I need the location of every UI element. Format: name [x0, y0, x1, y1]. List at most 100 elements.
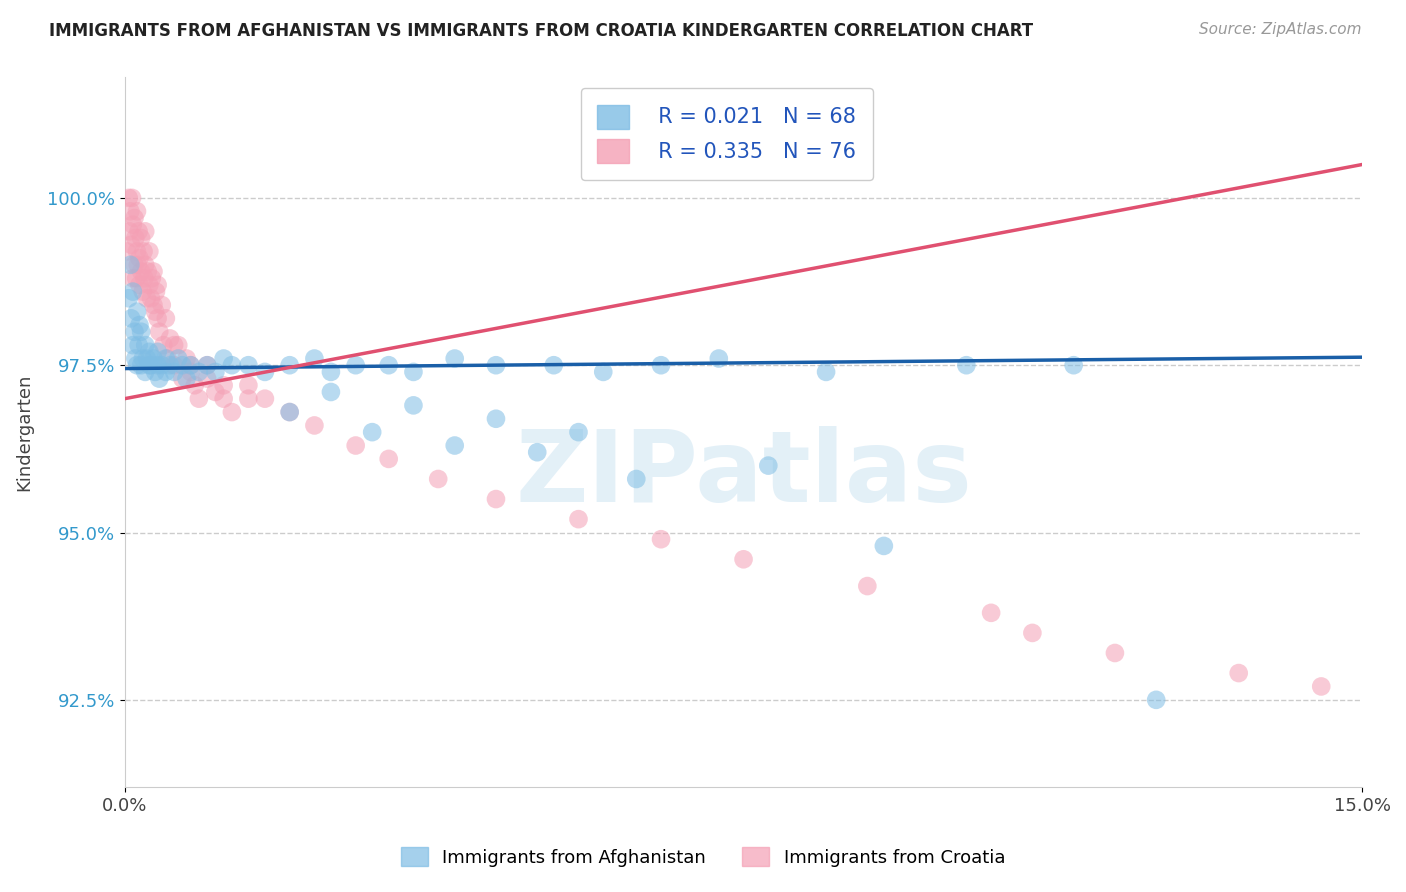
- Point: [150, 358, 173, 372]
- Point: [873, 539, 896, 553]
- Point: [121, 191, 143, 205]
- Point: [125, 304, 148, 318]
- Point: [195, 358, 218, 372]
- Point: [138, 244, 160, 259]
- Point: [172, 371, 194, 385]
- Point: [304, 351, 326, 366]
- Point: [139, 358, 162, 372]
- Point: [212, 392, 235, 406]
- Point: [361, 425, 384, 439]
- Point: [567, 512, 589, 526]
- Point: [115, 244, 138, 259]
- Point: [125, 244, 148, 259]
- Point: [238, 392, 260, 406]
- Point: [1310, 680, 1333, 694]
- Point: [132, 285, 155, 299]
- Point: [592, 365, 614, 379]
- Point: [120, 237, 142, 252]
- Point: [195, 371, 218, 385]
- Point: [180, 358, 202, 372]
- Text: IMMIGRANTS FROM AFGHANISTAN VS IMMIGRANTS FROM CROATIA KINDERGARTEN CORRELATION : IMMIGRANTS FROM AFGHANISTAN VS IMMIGRANT…: [49, 22, 1033, 40]
- Text: Source: ZipAtlas.com: Source: ZipAtlas.com: [1198, 22, 1361, 37]
- Y-axis label: Kindergarten: Kindergarten: [15, 374, 32, 491]
- Point: [707, 351, 730, 366]
- Point: [180, 358, 202, 372]
- Point: [124, 325, 146, 339]
- Point: [125, 271, 148, 285]
- Point: [319, 365, 342, 379]
- Point: [485, 358, 508, 372]
- Point: [1104, 646, 1126, 660]
- Point: [626, 472, 648, 486]
- Point: [135, 351, 157, 366]
- Point: [142, 298, 165, 312]
- Point: [650, 533, 672, 547]
- Point: [134, 271, 156, 285]
- Point: [980, 606, 1002, 620]
- Point: [124, 211, 146, 225]
- Point: [136, 264, 159, 278]
- Point: [172, 358, 194, 372]
- Point: [128, 251, 150, 265]
- Point: [141, 271, 163, 285]
- Point: [221, 358, 243, 372]
- Point: [146, 311, 169, 326]
- Point: [195, 358, 218, 372]
- Point: [120, 204, 142, 219]
- Point: [128, 277, 150, 292]
- Point: [159, 358, 181, 372]
- Point: [135, 291, 157, 305]
- Point: [163, 365, 186, 379]
- Point: [127, 258, 149, 272]
- Point: [138, 358, 160, 372]
- Point: [138, 344, 160, 359]
- Point: [139, 291, 162, 305]
- Point: [134, 258, 156, 272]
- Point: [155, 365, 177, 379]
- Point: [526, 445, 548, 459]
- Point: [134, 338, 156, 352]
- Point: [278, 405, 301, 419]
- Point: [1144, 693, 1167, 707]
- Point: [204, 365, 226, 379]
- Point: [377, 451, 399, 466]
- Point: [167, 338, 190, 352]
- Point: [129, 231, 152, 245]
- Point: [304, 418, 326, 433]
- Point: [148, 325, 170, 339]
- Point: [443, 351, 465, 366]
- Point: [180, 365, 202, 379]
- Point: [124, 258, 146, 272]
- Point: [124, 231, 146, 245]
- Point: [377, 358, 399, 372]
- Point: [278, 405, 301, 419]
- Point: [128, 224, 150, 238]
- Point: [143, 304, 166, 318]
- Point: [152, 338, 174, 352]
- Point: [146, 344, 169, 359]
- Point: [955, 358, 977, 372]
- Point: [253, 365, 276, 379]
- Point: [134, 224, 156, 238]
- Point: [402, 365, 425, 379]
- Point: [129, 325, 152, 339]
- Point: [132, 244, 155, 259]
- Point: [142, 264, 165, 278]
- Point: [543, 358, 565, 372]
- Point: [176, 371, 198, 385]
- Point: [118, 191, 141, 205]
- Point: [221, 405, 243, 419]
- Point: [118, 291, 141, 305]
- Point: [128, 318, 150, 332]
- Point: [1227, 666, 1250, 681]
- Point: [138, 277, 160, 292]
- Point: [150, 298, 173, 312]
- Point: [129, 264, 152, 278]
- Text: ZIPatlas: ZIPatlas: [515, 426, 972, 524]
- Point: [121, 218, 143, 232]
- Point: [124, 351, 146, 366]
- Point: [134, 365, 156, 379]
- Legend:   R = 0.021   N = 68,   R = 0.335   N = 76: R = 0.021 N = 68, R = 0.335 N = 76: [581, 87, 873, 179]
- Point: [120, 258, 142, 272]
- Point: [733, 552, 755, 566]
